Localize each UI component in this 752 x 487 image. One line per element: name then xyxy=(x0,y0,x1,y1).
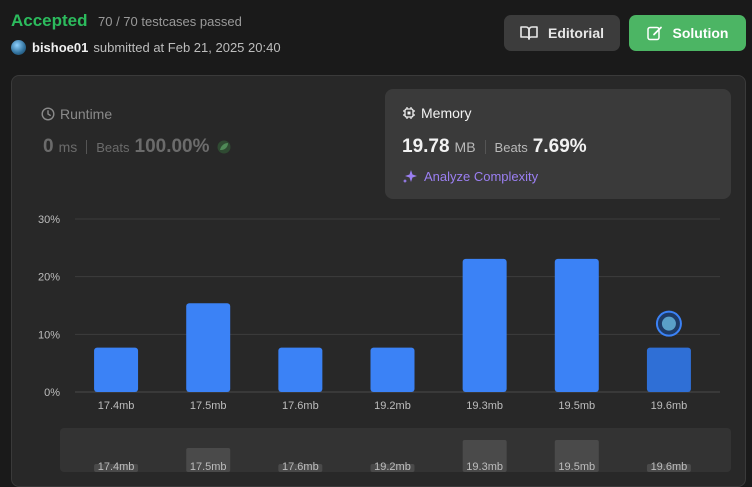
divider xyxy=(86,140,88,154)
bar-17.5mb[interactable] xyxy=(186,303,231,392)
overview-bar xyxy=(554,440,599,472)
runtime-value: 0 xyxy=(43,136,54,157)
x-tick-label: 17.5mb xyxy=(190,400,227,412)
x-tick-label: 19.2mb xyxy=(374,400,411,412)
runtime-beats-label: Beats xyxy=(96,140,130,155)
book-icon xyxy=(520,26,538,40)
overview-label: 19.6mb xyxy=(651,461,688,473)
solution-label: Solution xyxy=(672,25,729,41)
overview-label: 19.3mb xyxy=(466,461,503,473)
x-axis-labels: 17.4mb 17.5mb 17.6mb 19.2mb 19.3mb 19.5mb 19.6… xyxy=(98,400,688,412)
submission-info: bishoe01 submitted at Feb 21, 2025 20:40 xyxy=(11,40,281,55)
runtime-title-text: Runtime xyxy=(60,106,113,122)
memory-title-text: Memory xyxy=(421,105,472,121)
analyze-complexity-link[interactable]: Analyze Complexity xyxy=(402,168,538,184)
status-accepted: Accepted xyxy=(11,11,88,30)
memory-beats-label: Beats xyxy=(494,140,528,155)
memory-title: Memory xyxy=(402,105,472,121)
bar-19.2mb[interactable] xyxy=(370,347,415,392)
overview-bar xyxy=(278,464,323,472)
chart-bars xyxy=(94,258,691,392)
bar-19.6mb[interactable] xyxy=(646,347,691,392)
overview-bar xyxy=(646,464,691,472)
overview-bar xyxy=(462,440,507,472)
y-tick-label: 20% xyxy=(38,272,60,284)
overview-bar xyxy=(370,464,415,472)
avatar[interactable] xyxy=(11,40,26,55)
y-axis-labels: 0% 10% 20% 30% xyxy=(38,214,60,399)
sparkle-icon xyxy=(403,170,417,183)
runtime-beats-value: 100.00% xyxy=(134,136,210,157)
x-tick-label: 17.4mb xyxy=(98,400,135,412)
testcases-passed: 70 / 70 testcases passed xyxy=(98,14,242,29)
chip-icon xyxy=(403,107,415,119)
editorial-button[interactable]: Editorial xyxy=(504,15,620,51)
y-tick-label: 0% xyxy=(44,387,60,399)
submitted-time: submitted at Feb 21, 2025 20:40 xyxy=(93,40,281,55)
solution-button[interactable]: Solution xyxy=(629,15,746,51)
x-tick-label: 19.3mb xyxy=(466,400,503,412)
x-tick-label: 19.6mb xyxy=(651,400,688,412)
analyze-complexity-label: Analyze Complexity xyxy=(424,168,539,184)
runtime-title: Runtime xyxy=(41,106,112,122)
bar-17.6mb[interactable] xyxy=(278,347,323,392)
current-submission-marker xyxy=(655,310,682,337)
bar-19.5mb[interactable] xyxy=(554,258,599,392)
y-tick-label: 30% xyxy=(38,214,60,226)
username-link[interactable]: bishoe01 xyxy=(32,40,89,55)
avatar-image xyxy=(661,316,676,331)
y-tick-label: 10% xyxy=(38,329,60,341)
overview-bar xyxy=(94,464,139,472)
runtime-values: 0 ms Beats 100.00% xyxy=(43,136,232,158)
divider xyxy=(484,140,486,154)
overview-label: 19.2mb xyxy=(374,461,411,473)
submission-header: Accepted 70 / 70 testcases passed bishoe… xyxy=(0,0,752,70)
x-tick-label: 19.5mb xyxy=(558,400,595,412)
runtime-card[interactable]: Runtime 0 ms Beats 100.00% xyxy=(31,104,331,194)
x-tick-label: 17.6mb xyxy=(282,400,319,412)
overview-label: 17.5mb xyxy=(190,461,227,473)
bar-19.3mb[interactable] xyxy=(462,258,507,392)
leaf-icon xyxy=(217,140,231,154)
overview-bar xyxy=(186,448,231,472)
edit-icon xyxy=(646,26,662,41)
memory-values: 19.78 MB Beats 7.69% xyxy=(402,136,587,158)
overview-label: 19.5mb xyxy=(558,461,595,473)
clock-icon xyxy=(41,107,55,121)
runtime-unit: ms xyxy=(58,139,78,155)
memory-unit: MB xyxy=(454,139,476,155)
overview-label: 17.4mb xyxy=(98,461,135,473)
chart-grid xyxy=(75,218,720,393)
chart-overview-scrollbar[interactable]: 17.4mb 17.5mb 17.6mb 19.2mb 19.3mb 19.5mb 19.6… xyxy=(60,428,731,473)
editorial-label: Editorial xyxy=(547,25,604,41)
memory-beats-value: 7.69% xyxy=(532,136,587,157)
memory-value: 19.78 xyxy=(402,136,450,157)
bar-17.4mb[interactable] xyxy=(94,347,139,392)
overview-label: 17.6mb xyxy=(282,461,319,473)
memory-card[interactable]: Memory 19.78 MB Beats 7.69% Analyze Comp… xyxy=(385,89,731,199)
